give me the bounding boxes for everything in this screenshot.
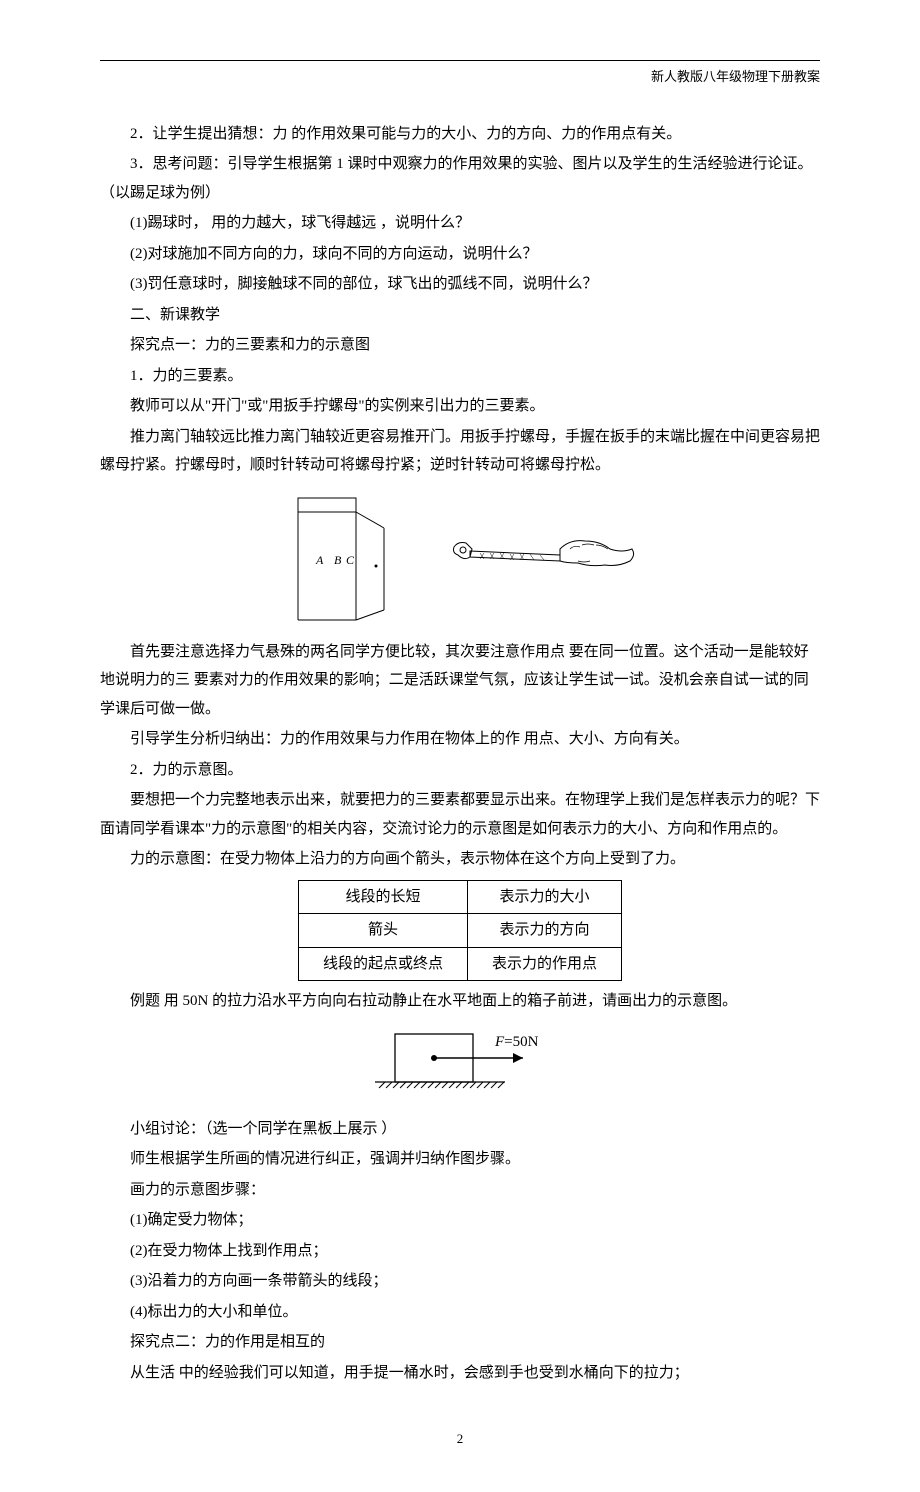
table-cell: 线段的起点或终点 [298, 947, 467, 981]
wrench-diagram-icon [450, 531, 640, 586]
explore-2-title: 探究点二：力的作用是相互的 [100, 1328, 820, 1357]
para-force-diagram-def: 力的示意图：在受力物体上沿力的方向画个箭头，表示物体在这个方向上受到了力。 [100, 845, 820, 874]
force-diagram-figure: F=50N [100, 1026, 820, 1101]
table-row: 线段的长短 表示力的大小 [298, 880, 621, 914]
door-label-c: C [346, 553, 355, 567]
door-label-b: B [334, 553, 342, 567]
para-mutual-force: 从生活 中的经验我们可以知道，用手提一桶水时，会感到手也受到水桶向下的拉力； [100, 1359, 820, 1388]
table-cell: 表示力的作用点 [468, 947, 622, 981]
header-title: 新人教版八年级物理下册教案 [100, 65, 820, 90]
para-conclude: 引导学生分析归纳出：力的作用效果与力作用在物体上的作 用点、大小、方向有关。 [100, 725, 820, 754]
example-problem: 例题 用 50N 的拉力沿水平方向向右拉动静止在水平地面上的箱子前进，请画出力的… [100, 987, 820, 1016]
para-show-force: 要想把一个力完整地表示出来，就要把力的三要素都要显示出来。在物理学上我们是怎样表… [100, 786, 820, 843]
force-elements-table: 线段的长短 表示力的大小 箭头 表示力的方向 线段的起点或终点 表示力的作用点 [298, 880, 622, 982]
para-step2: (2)在受力物体上找到作用点； [100, 1237, 820, 1266]
table-row: 箭头 表示力的方向 [298, 914, 621, 948]
para-step1: (1)确定受力物体； [100, 1206, 820, 1235]
table-cell: 线段的长短 [298, 880, 467, 914]
para-q1: (1)踢球时， 用的力越大，球飞得越远 ，说明什么？ [100, 209, 820, 238]
subsec-2-title: 2．力的示意图。 [100, 756, 820, 785]
para-2-guess: 2．让学生提出猜想：力 的作用效果可能与力的大小、力的方向、力的作用点有关。 [100, 120, 820, 149]
header-rule [100, 60, 820, 61]
para-group-discuss: 小组讨论：（选一个同学在黑板上展示 ） [100, 1115, 820, 1144]
figure-row-door-wrench: A B C [100, 494, 820, 624]
para-steps-title: 画力的示意图步骤： [100, 1176, 820, 1205]
para-step3: (3)沿着力的方向画一条带箭头的线段； [100, 1267, 820, 1296]
para-3-think: 3．思考问题：引导学生根据第 1 课时中观察力的作用效果的实验、图片以及学生的生… [100, 150, 820, 207]
para-correct: 师生根据学生所画的情况进行纠正，强调并归纳作图步骤。 [100, 1145, 820, 1174]
section-2-title: 二、新课教学 [100, 301, 820, 330]
para-note-compare: 首先要注意选择力气悬殊的两名同学方便比较，其次要注意作用点 要在同一位置。这个活… [100, 638, 820, 724]
para-q3: (3)罚任意球时，脚接触球不同的部位，球飞出的弧线不同，说明什么？ [100, 270, 820, 299]
table-cell: 表示力的方向 [468, 914, 622, 948]
svg-text:F=50N: F=50N [494, 1034, 539, 1050]
table-cell: 表示力的大小 [468, 880, 622, 914]
door-diagram-icon: A B C [280, 494, 390, 624]
door-label-a: A [315, 553, 324, 567]
table-cell: 箭头 [298, 914, 467, 948]
explore-1-title: 探究点一：力的三要素和力的示意图 [100, 331, 820, 360]
para-teacher-intro: 教师可以从"开门"或"用扳手拧螺母"的实例来引出力的三要素。 [100, 392, 820, 421]
para-q2: (2)对球施加不同方向的力，球向不同的方向运动，说明什么？ [100, 240, 820, 269]
para-door-wrench: 推力离门轴较远比推力离门轴较近更容易推开门。用扳手拧螺母，手握在扳手的末端比握在… [100, 423, 820, 480]
subsec-1-title: 1．力的三要素。 [100, 362, 820, 391]
page-number: 2 [100, 1427, 820, 1452]
table-row: 线段的起点或终点 表示力的作用点 [298, 947, 621, 981]
